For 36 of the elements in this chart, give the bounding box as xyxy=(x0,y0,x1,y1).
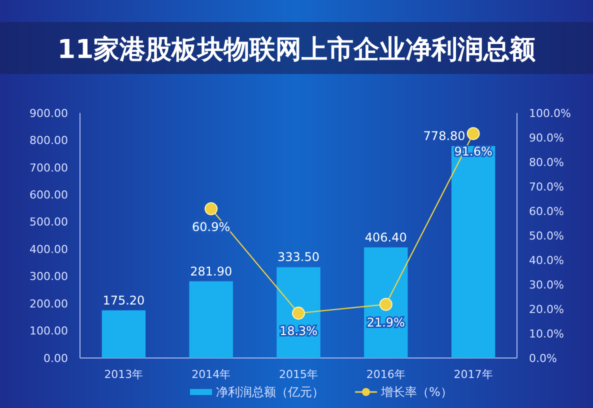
legend-label: 净利润总额（亿元） xyxy=(216,385,324,400)
data-label: 333.50 xyxy=(278,250,320,264)
y-tick-label: 100.00 xyxy=(30,324,68,338)
y2-tick-label: 20.0% xyxy=(529,302,564,316)
y-tick-label: 400.00 xyxy=(30,242,68,256)
x-tick-label: 2015年 xyxy=(279,368,318,381)
y-tick-label: 300.00 xyxy=(30,270,68,284)
data-label: 778.80 xyxy=(423,128,466,143)
data-label: 175.20 xyxy=(102,293,145,308)
y2-tick-label: 100.0% xyxy=(529,106,571,120)
y2-tick-label: 0.0% xyxy=(529,352,557,365)
data-label: 281.90 xyxy=(190,264,232,278)
y-tick-label: 600.00 xyxy=(30,188,68,202)
y2-tick-label: 80.0% xyxy=(529,156,564,169)
data-label: 406.40 xyxy=(364,230,407,244)
data-label: 21.9% xyxy=(366,315,405,330)
y-tick-label: 0.00 xyxy=(44,352,68,365)
y2-tick-label: 30.0% xyxy=(529,278,564,292)
y-tick-label: 500.00 xyxy=(30,216,68,229)
y-tick-label: 900.00 xyxy=(30,106,68,120)
y2-tick-label: 10.0% xyxy=(529,327,564,340)
y2-tick-label: 70.0% xyxy=(529,180,564,194)
y2-tick-label: 50.0% xyxy=(529,229,564,242)
x-tick-label: 2013年 xyxy=(104,368,144,381)
chart-title: 11家港股板块物联网上市企业净利润总额 xyxy=(57,35,537,65)
data-label: 18.3% xyxy=(279,324,318,338)
y2-tick-label: 40.0% xyxy=(529,254,564,267)
x-tick-label: 2016年 xyxy=(366,368,406,381)
x-tick-label: 2014年 xyxy=(192,368,231,381)
y-tick-label: 700.00 xyxy=(30,161,68,174)
x-tick-label: 2017年 xyxy=(454,368,493,381)
y-tick-label: 200.00 xyxy=(30,297,68,310)
y-tick-label: 800.00 xyxy=(30,134,68,148)
legend-label: 增长率（%） xyxy=(380,385,452,400)
y2-tick-label: 90.0% xyxy=(529,131,564,144)
y2-tick-label: 60.0% xyxy=(529,204,564,218)
